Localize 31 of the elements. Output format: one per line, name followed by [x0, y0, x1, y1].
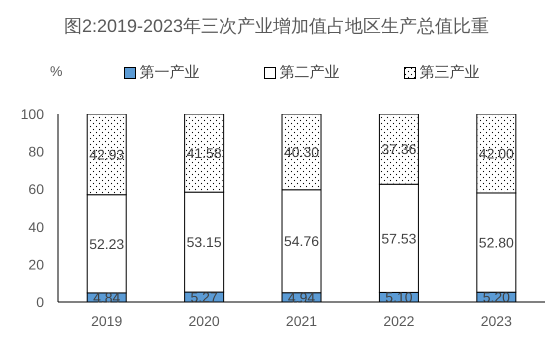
- y-tick-label: 60: [28, 181, 44, 198]
- x-tick-label: 2019: [91, 312, 122, 329]
- data-label: 54.76: [284, 233, 320, 250]
- x-tick-label: 2020: [188, 312, 220, 329]
- y-tick-label: 20: [28, 256, 44, 272]
- legend-label: 第二产业: [280, 63, 340, 82]
- data-label: 57.53: [381, 230, 417, 246]
- chart-title: 图2:2019-2023年三次产业增加值占地区生产总值比重: [62, 15, 490, 38]
- data-label: 41.58: [186, 145, 222, 162]
- data-label: 5.27: [190, 289, 218, 306]
- x-tick-label: 2022: [383, 312, 415, 329]
- y-tick-label: 40: [28, 218, 44, 235]
- data-label: 42.00: [478, 145, 514, 162]
- data-label: 4.94: [288, 289, 316, 306]
- legend-label: 第三产业: [420, 63, 480, 82]
- data-label: 5.10: [385, 289, 413, 306]
- x-tick-label: 2021: [286, 312, 318, 329]
- data-label: 40.30: [284, 144, 320, 160]
- data-label: 53.15: [186, 234, 222, 250]
- data-label: 52.80: [478, 234, 514, 251]
- data-label: 37.36: [381, 141, 417, 158]
- y-tick-label: 0: [36, 294, 44, 310]
- x-tick-label: 2023: [480, 312, 512, 329]
- data-label: 4.84: [93, 289, 121, 306]
- data-label: 5.20: [482, 289, 510, 306]
- legend-label: 第一产业: [140, 63, 200, 82]
- y-tick-label: 80: [28, 144, 44, 160]
- data-label: 42.93: [89, 146, 124, 162]
- y-tick-label: 100: [20, 106, 44, 122]
- data-label: 52.23: [89, 236, 124, 252]
- y-axis-title: %: [50, 63, 62, 79]
